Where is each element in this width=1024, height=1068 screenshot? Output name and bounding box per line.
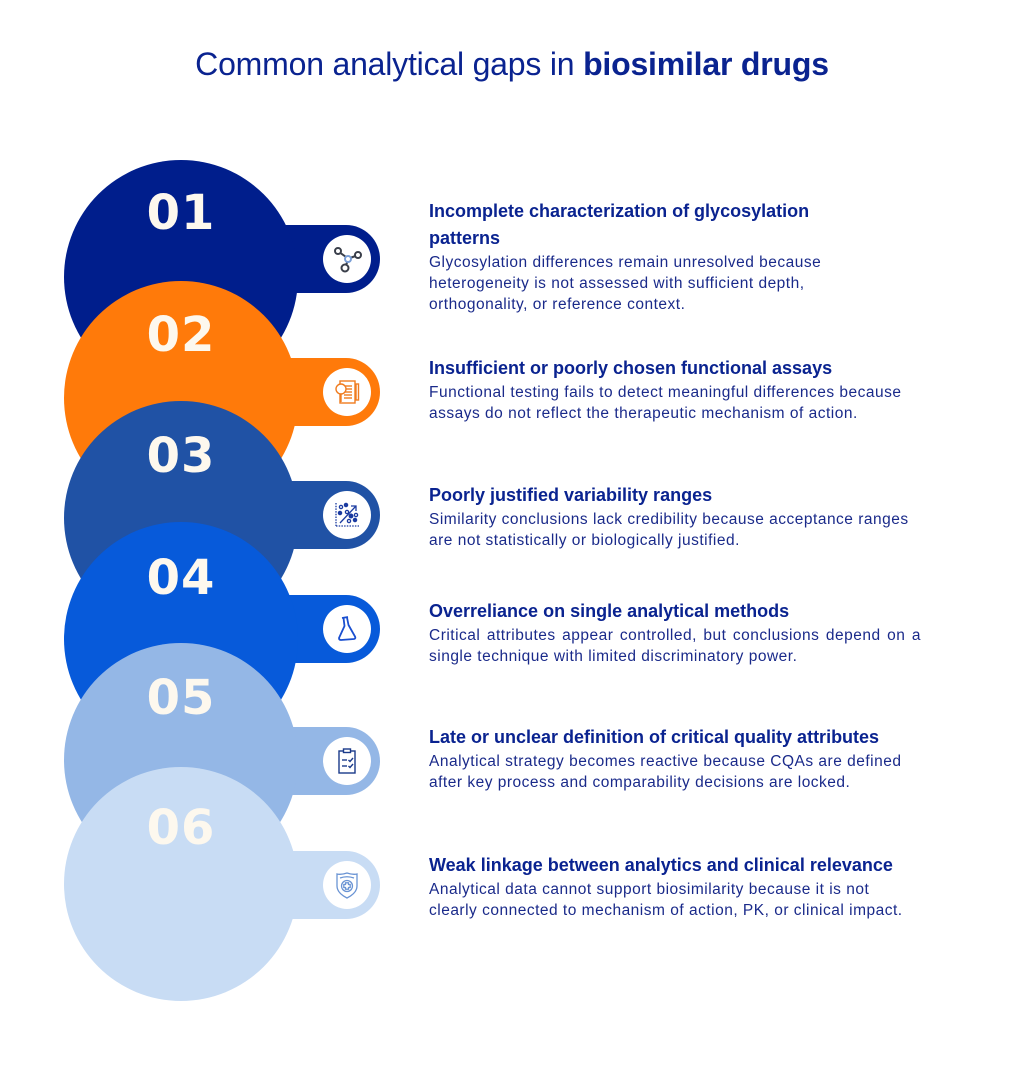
step-02-description: Functional testing fails to detect meani… <box>429 384 902 422</box>
step-04-icon-badge <box>323 605 371 653</box>
step-03-number: 03 <box>146 428 216 484</box>
title-bold-text: biosimilar drugs <box>583 46 829 82</box>
step-02-number: 02 <box>146 307 216 363</box>
step-05-heading: Late or unclear definition of critical q… <box>429 727 880 747</box>
step-02-text: Insufficient or poorly chosen functional… <box>429 355 924 424</box>
step-01-description: Glycosylation differences remain unresol… <box>429 254 822 313</box>
molecule-icon <box>334 247 362 273</box>
step-06-description: Analytical data cannot support biosimila… <box>429 881 903 919</box>
scatter-plot-icon <box>335 502 359 527</box>
step-04-text: Overreliance on single analytical method… <box>429 598 921 667</box>
title-regular-text: Common analytical gaps in <box>195 46 584 82</box>
step-02-heading: Insufficient or poorly chosen functional… <box>429 358 833 378</box>
step-03-description: Similarity conclusions lack credibility … <box>429 511 909 549</box>
step-06-circle <box>64 767 298 1001</box>
step-04-heading: Overreliance on single analytical method… <box>429 601 790 621</box>
step-01-heading: Incomplete characterization of glycosyla… <box>429 201 810 248</box>
step-05-description: Analytical strategy becomes reactive bec… <box>429 753 902 791</box>
step-01-number: 01 <box>146 185 216 241</box>
flask-icon <box>338 616 357 641</box>
step-01-text: Incomplete characterization of glycosyla… <box>429 198 879 315</box>
step-03-icon-badge <box>323 491 371 539</box>
step-05-number: 05 <box>146 670 216 726</box>
medical-shield-icon <box>336 872 358 899</box>
step-04-number: 04 <box>146 550 216 606</box>
step-01-icon-badge <box>323 235 371 283</box>
step-04-description: Critical attributes appear controlled, b… <box>429 627 921 665</box>
page-title: Common analytical gaps in biosimilar dru… <box>0 46 1024 83</box>
document-magnifier-icon <box>335 380 360 404</box>
step-06-heading: Weak linkage between analytics and clini… <box>429 855 893 875</box>
step-03-text: Poorly justified variability ranges Simi… <box>429 482 924 551</box>
step-03-heading: Poorly justified variability ranges <box>429 485 713 505</box>
step-06-icon-badge <box>323 861 371 909</box>
step-06-number: 06 <box>146 800 216 856</box>
step-02-icon-badge <box>323 368 371 416</box>
step-05-text: Late or unclear definition of critical q… <box>429 724 934 793</box>
step-06-text: Weak linkage between analytics and clini… <box>429 852 954 921</box>
clipboard-checklist-icon <box>338 748 356 774</box>
step-05-icon-badge <box>323 737 371 785</box>
